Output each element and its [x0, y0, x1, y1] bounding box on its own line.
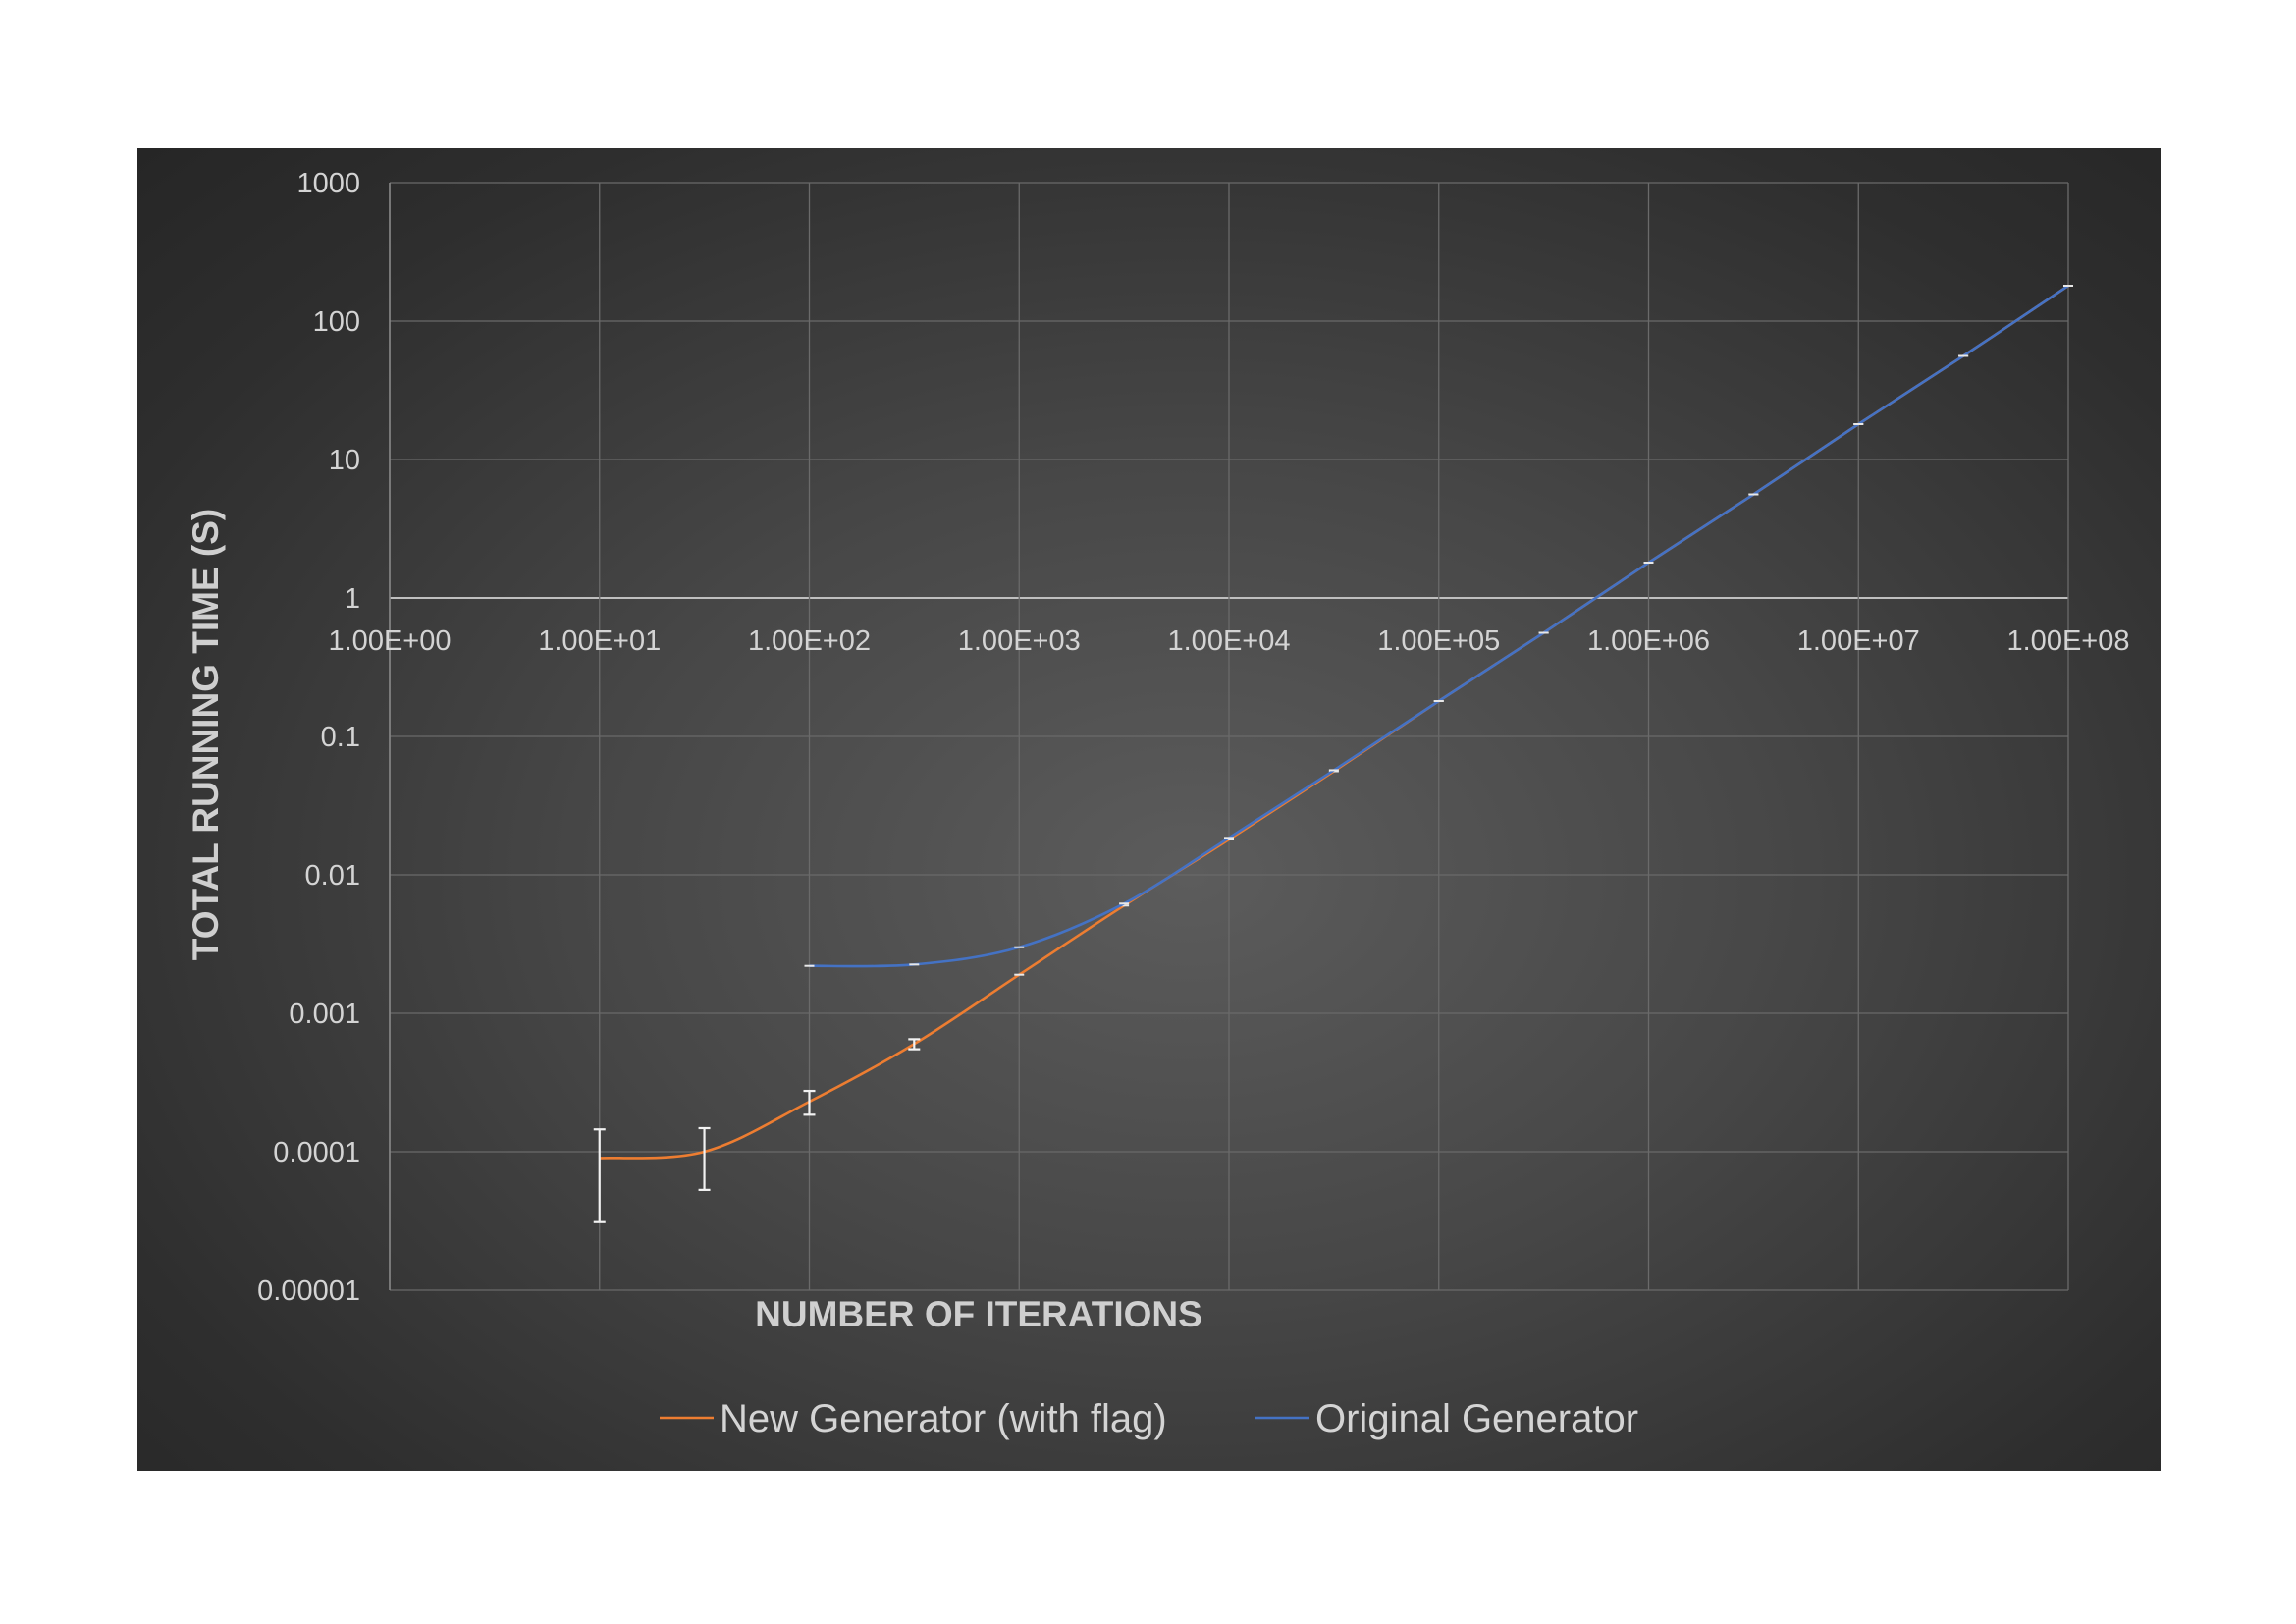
- y-axis-title: TOTAL RUNNING TIME (S): [186, 509, 226, 960]
- y-tick-label: 0.0001: [273, 1137, 360, 1168]
- x-tick-label: 1.00E+07: [1797, 625, 1920, 657]
- chart-area: 1.00E+00 1.00E+01 1.00E+02 1.00E+03 1.00E+04…: [137, 148, 2161, 1471]
- y-axis: 1000 100 10 1 0.1 0.01 0.001 0.0001 0.00001: [257, 168, 360, 1307]
- legend: New Generator (with flag) Original Genera…: [660, 1397, 1638, 1440]
- x-tick-label: 1.00E+03: [958, 625, 1081, 657]
- x-tick-label: 1.00E+06: [1587, 625, 1710, 657]
- x-tick-label: 1.00E+04: [1168, 625, 1291, 657]
- y-tick-label: 0.00001: [257, 1275, 360, 1307]
- grid-layer: [389, 182, 2069, 1291]
- x-tick-label: 1.00E+08: [2007, 625, 2130, 657]
- x-tick-label: 1.00E+02: [748, 625, 871, 657]
- y-tick-label: 0.001: [289, 999, 360, 1030]
- y-tick-label: 0.1: [321, 722, 360, 753]
- legend-label: New Generator (with flag): [720, 1397, 1167, 1440]
- series-line-0: [599, 284, 2069, 1160]
- y-tick-label: 100: [313, 306, 360, 338]
- x-tick-label: 1.00E+01: [538, 625, 661, 657]
- x-tick-label: 1.00E+05: [1377, 625, 1500, 657]
- x-axis-title: NUMBER OF ITERATIONS: [755, 1294, 1202, 1334]
- x-tick-label: 1.00E+00: [329, 625, 452, 657]
- series-layer: [593, 284, 2073, 1223]
- y-tick-label: 1: [345, 583, 360, 615]
- y-tick-label: 0.01: [305, 860, 360, 892]
- chart-svg: 1.00E+00 1.00E+01 1.00E+02 1.00E+03 1.00E+04…: [186, 168, 2130, 1440]
- y-tick-label: 1000: [296, 168, 360, 199]
- x-axis: 1.00E+00 1.00E+01 1.00E+02 1.00E+03 1.00E+04…: [329, 625, 2130, 657]
- y-tick-label: 10: [329, 445, 360, 476]
- legend-label: Original Generator: [1315, 1397, 1638, 1440]
